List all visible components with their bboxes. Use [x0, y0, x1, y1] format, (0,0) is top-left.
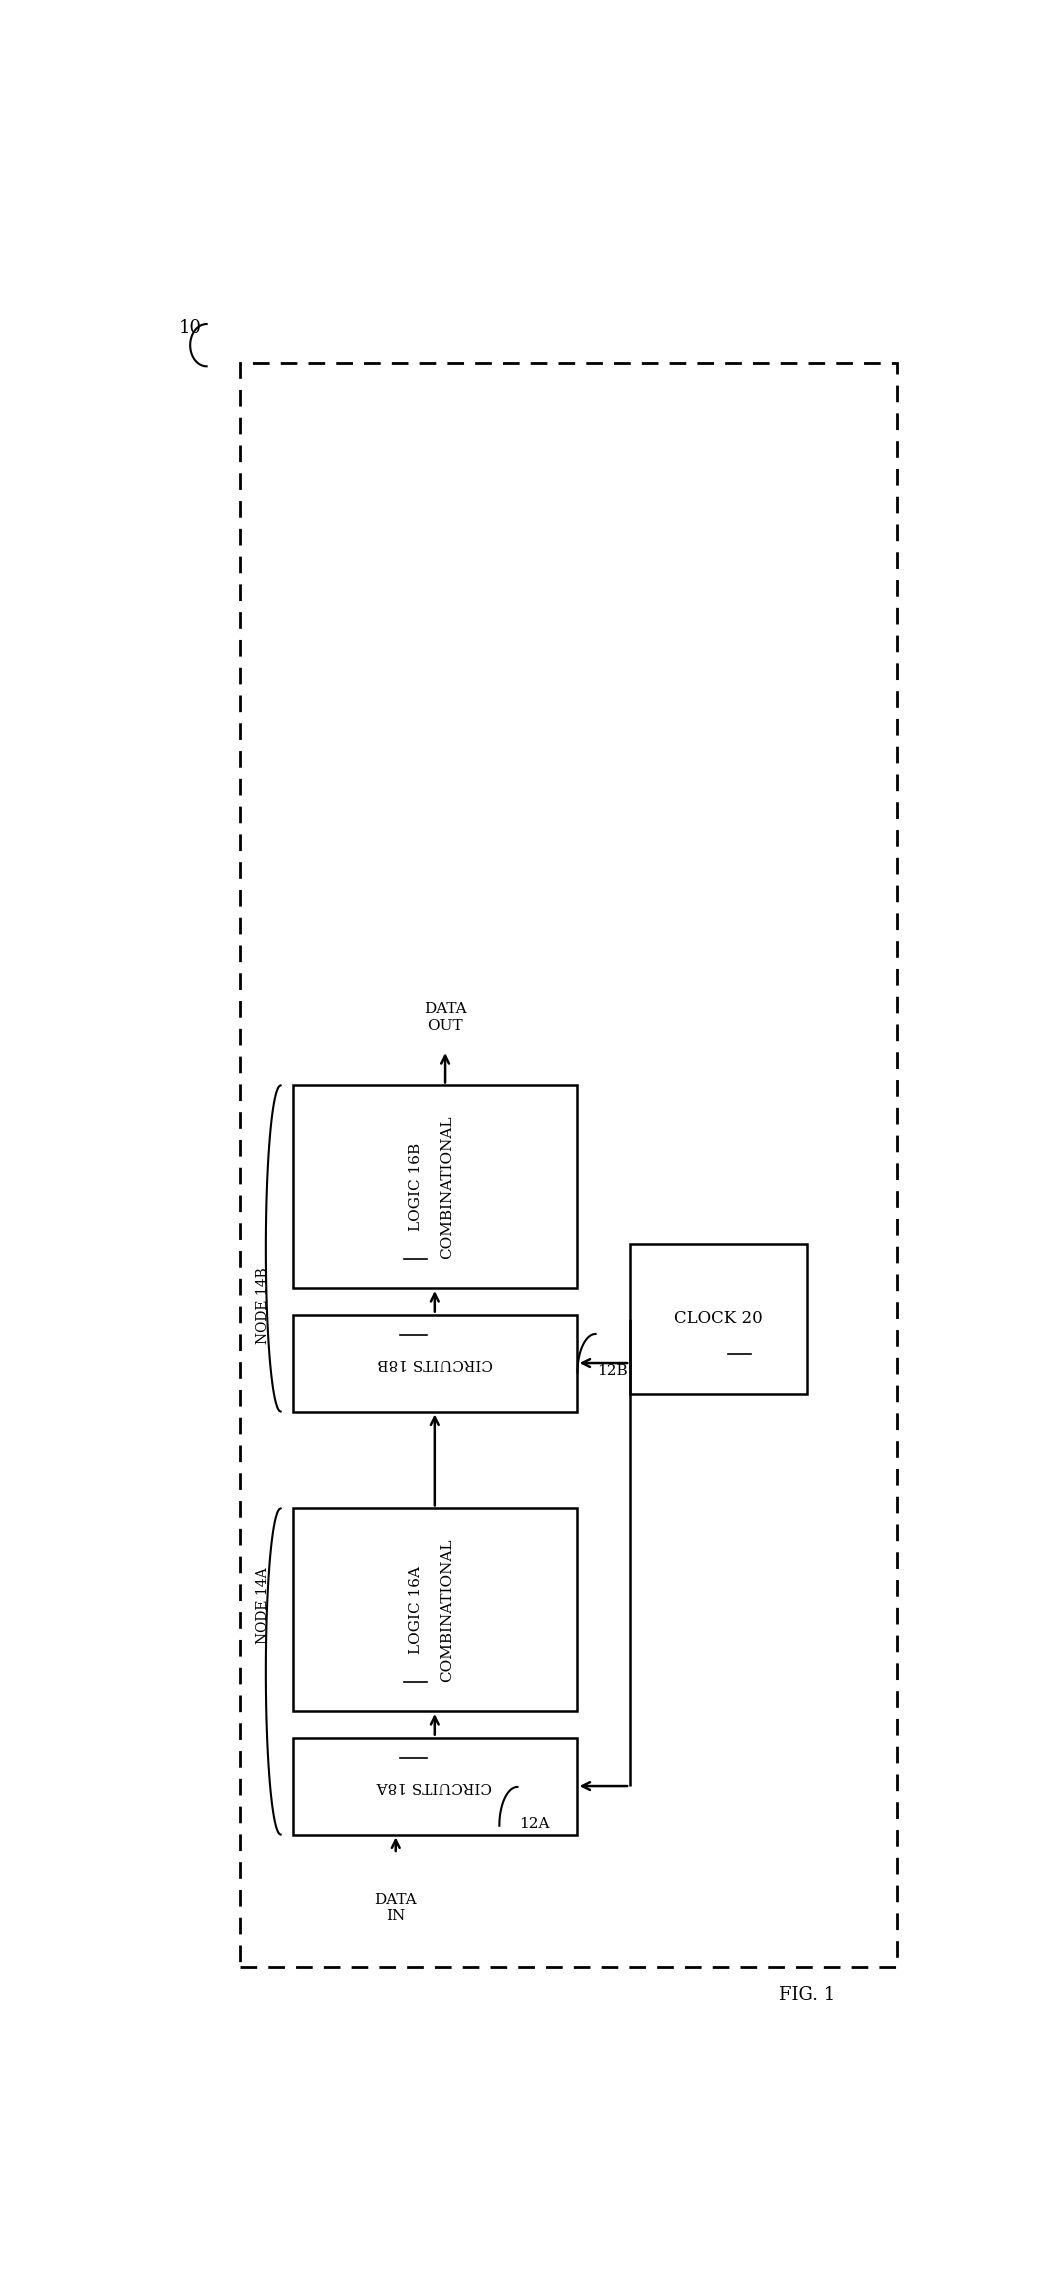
- Bar: [293, 1085, 577, 1289]
- Text: NODE 14B: NODE 14B: [256, 1268, 269, 1344]
- Text: COMBINATIONAL: COMBINATIONAL: [440, 1115, 454, 1259]
- Text: 10: 10: [178, 318, 202, 336]
- Text: LOGIC 16A: LOGIC 16A: [408, 1566, 423, 1653]
- Bar: [293, 1737, 577, 1833]
- Text: DATA
IN: DATA IN: [375, 1893, 417, 1923]
- Bar: [293, 1508, 577, 1712]
- Text: NODE 14A: NODE 14A: [256, 1568, 269, 1644]
- Text: CIRCUITS 18B: CIRCUITS 18B: [377, 1355, 492, 1371]
- Bar: [240, 364, 898, 1966]
- Text: COMBINATIONAL: COMBINATIONAL: [440, 1538, 454, 1682]
- Text: FIG. 1: FIG. 1: [779, 1987, 835, 2003]
- Text: CLOCK 20: CLOCK 20: [674, 1312, 763, 1328]
- Text: LOGIC 16B: LOGIC 16B: [408, 1142, 423, 1231]
- Text: 12B: 12B: [597, 1364, 628, 1378]
- Text: DATA
OUT: DATA OUT: [423, 1003, 467, 1032]
- Text: 12A: 12A: [519, 1817, 550, 1831]
- Bar: [630, 1245, 806, 1394]
- Text: CIRCUITS 18A: CIRCUITS 18A: [377, 1779, 492, 1792]
- Bar: [293, 1314, 577, 1412]
